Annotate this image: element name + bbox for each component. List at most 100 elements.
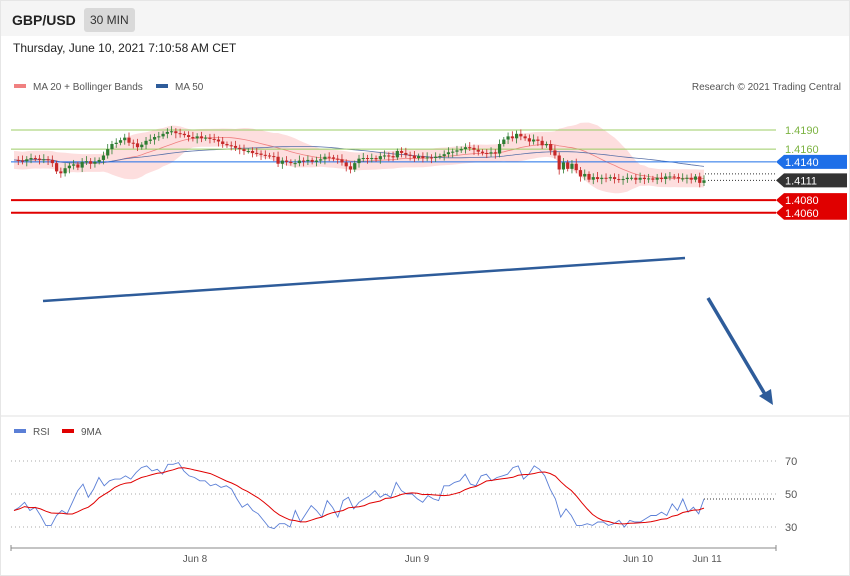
candle-body [272,156,276,158]
candle-body [174,131,178,134]
timeframe-badge[interactable]: 30 MIN [84,8,135,32]
candle-body [676,177,681,179]
candle-body [566,162,570,169]
candle-body [617,179,621,181]
candle-body [348,166,353,170]
candle-body [50,159,54,164]
candle-body [319,159,323,161]
candle-body [681,178,685,180]
candle-body [472,147,476,150]
forecast-arrow-head [759,389,773,405]
candle-body [101,155,106,160]
candle-body [693,176,698,180]
candle-body [365,158,370,160]
candle-body [595,177,600,180]
candle-body [229,145,233,147]
candle-body [583,173,587,177]
candle-body [438,156,442,158]
candle-body [54,163,59,172]
candle-body [489,152,493,154]
ma50-line [13,146,705,167]
legend-9ma: 9MA [81,427,102,438]
candle-body [553,150,557,156]
legend-ma20: MA 20 + Bollinger Bands [33,82,143,93]
candle-body [502,139,506,145]
level-tag-1.4140 [776,154,847,169]
candle-body [246,151,250,153]
candle-body [442,154,446,157]
candle-body [191,137,195,139]
candle-body [199,136,204,139]
candle-body [634,177,638,180]
candle-body [280,160,284,164]
candle-body [144,140,148,145]
candle-body [621,179,625,181]
candle-body [374,158,378,160]
candle-body [434,156,438,159]
x-tick-label: Jun 10 [623,554,653,565]
candle-body [16,159,20,161]
candle-body [600,177,604,180]
candle-body [574,163,578,171]
candle-body [540,140,544,146]
candle-body [514,133,519,139]
candle-body [557,155,561,170]
candle-body [250,151,255,153]
candle-body [233,145,238,148]
candle-body [195,136,199,139]
header-bar: GBP/USD 30 MIN [1,1,849,36]
candle-body [118,140,123,143]
candle-body [225,144,229,146]
candle-body [131,142,135,144]
x-tick-label: Jun 8 [183,554,208,565]
candle-body [425,157,429,159]
level-label-1.4111: 1.4111 [785,175,817,187]
legend-swatch-ma20 [14,84,26,88]
copyright-text: Research © 2021 Trading Central [692,82,841,93]
candle-body [468,147,472,149]
candle-body [72,164,76,166]
candle-body [647,178,651,180]
level-label-1.4060: 1.4060 [785,208,819,220]
candle-body [451,151,455,153]
candle-body [238,147,242,150]
candle-body [612,177,617,180]
rsi-tick-70: 70 [785,456,797,468]
candle-body [127,137,131,143]
candle-body [638,177,642,180]
timestamp: Thursday, June 10, 2021 7:10:58 AM CET [13,41,237,55]
level-label-1.4080: 1.4080 [785,195,819,207]
candle-body [549,144,553,151]
legend-swatch-rsi [14,429,26,433]
candle-body [284,160,289,162]
candle-body [114,142,118,145]
candle-body [672,176,676,178]
candle-body [59,171,63,174]
candle-body [157,136,161,138]
candle-body [446,152,451,155]
candle-body [242,149,246,152]
candle-body [204,137,208,139]
candle-body [340,159,344,163]
legend-swatch-ma50 [156,84,168,88]
candle-body [527,138,531,142]
legend-rsi: RSI [33,427,50,438]
candle-body [629,177,634,179]
candle-body [395,151,399,158]
candle-body [463,147,468,150]
candle-body [20,160,25,162]
candle-body [587,173,591,180]
candle-body [570,163,574,169]
candle-body [293,163,297,165]
candle-body [259,153,263,155]
candle-body [361,158,365,160]
candle-body [523,136,527,139]
candle-body [497,144,502,154]
candle-body [625,177,629,180]
candle-body [455,150,459,152]
candle-body [37,158,42,160]
candle-body [382,155,387,157]
candle-body [519,133,523,137]
level-tag-1.4060 [776,205,847,220]
